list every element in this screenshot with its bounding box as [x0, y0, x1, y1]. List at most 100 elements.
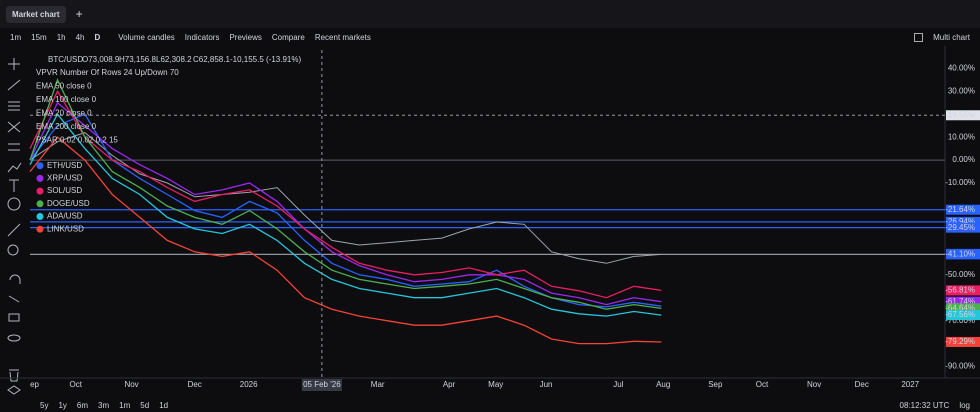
last-price-tag	[946, 303, 980, 314]
legend-entry: ETH/USD	[47, 161, 82, 170]
range-button[interactable]: 3m	[98, 400, 110, 410]
legend-swatch	[36, 200, 44, 208]
range-button[interactable]: 5y	[40, 400, 49, 410]
range-button[interactable]: 1d	[159, 400, 169, 410]
tool-button[interactable]: Previews	[229, 32, 262, 42]
y-tick-label: 10.00%	[948, 132, 975, 141]
tab[interactable]: Market chart	[6, 5, 66, 23]
crosshair-x-tag	[301, 379, 342, 391]
last-price-tag	[946, 336, 980, 347]
legend-swatch	[36, 213, 44, 220]
x-tick-label: Oct	[70, 380, 83, 389]
last-price-tag	[946, 310, 980, 321]
x-tick-label: Jun	[540, 380, 553, 389]
y-tick-label: -70.00%	[945, 316, 975, 325]
indicator-label: EMA 100 close 0	[36, 95, 97, 104]
x-tick-label: Nov	[807, 380, 821, 389]
y-tick-label: 0.00%	[952, 155, 975, 164]
y-tick-label: 40.00%	[948, 63, 975, 72]
crosshair-x-label: 05 Feb '26	[303, 380, 341, 389]
legend-swatch	[36, 187, 44, 195]
status: 08:12:32 UTC log	[900, 398, 971, 412]
range-bar: 5y 1y 6m 3m 1m 5d 1d	[40, 398, 168, 412]
add-tab[interactable]: +	[75, 7, 83, 21]
last-price-label: -67.56%	[945, 310, 975, 319]
multi-chart[interactable]: Multi chart	[914, 28, 970, 46]
last-price-tag	[946, 249, 980, 260]
series-line	[29, 113, 662, 317]
tool-button[interactable]: Volume candles	[118, 32, 175, 42]
multi-chart-label[interactable]: Multi chart	[933, 32, 970, 42]
x-tick-label: Dec	[855, 380, 869, 389]
legend-entry: DOGE/USD	[47, 199, 90, 208]
tool-button[interactable]: Recent markets	[314, 32, 371, 42]
checkbox[interactable]	[914, 32, 924, 42]
series-line	[29, 78, 662, 310]
y-tick-label: -50.00%	[945, 270, 975, 279]
tool-button[interactable]: Indicators	[184, 32, 220, 42]
legend-entry: SOL/USD	[47, 186, 82, 195]
y-tick-label: 30.00%	[948, 86, 975, 95]
legend-swatch	[36, 225, 44, 233]
log-toggle[interactable]: log	[959, 400, 970, 410]
ohlc-value: O73,008.9	[82, 55, 120, 64]
indicator-label: VPVR Number Of Rows 24 Up/Down 70	[36, 68, 179, 77]
range-button[interactable]: 6m	[76, 400, 89, 410]
series-line	[29, 132, 662, 264]
x-tick-label: 2026	[240, 380, 258, 389]
price-tag	[946, 222, 980, 233]
ohlc-value: H73,156.8	[119, 55, 156, 64]
range-button[interactable]: 1m	[119, 400, 131, 410]
x-tick-label: ep	[30, 380, 39, 389]
series-line	[29, 113, 662, 308]
x-tick-label: Dec	[188, 380, 202, 389]
x-tick-label: Sep	[708, 380, 723, 389]
legend-swatch	[36, 174, 44, 182]
tool-button[interactable]: Compare	[271, 32, 305, 42]
clock: 08:12:32 UTC	[899, 400, 950, 410]
interval[interactable]: 15m	[31, 32, 47, 42]
indicator-label: EMA 200 close 0	[36, 122, 97, 131]
x-tick-label: Nov	[124, 380, 138, 389]
price-tag	[946, 204, 980, 215]
tool-icons[interactable]	[7, 58, 22, 395]
legend-entry: XRP/USD	[47, 174, 83, 183]
last-price-label: -56.81%	[945, 286, 975, 295]
last-price-tag	[946, 285, 980, 296]
x-tick-label: 2027	[901, 380, 919, 389]
interval[interactable]: D	[94, 32, 101, 42]
interval[interactable]: 4h	[75, 32, 85, 42]
legend-swatch	[36, 162, 44, 170]
last-price-label: -41.10%	[945, 249, 975, 258]
drawing-tools	[7, 58, 22, 395]
y-tick-label: -90.00%	[945, 362, 975, 371]
tab-bar: Market chart +	[0, 0, 980, 28]
series-line	[29, 101, 662, 306]
series-line	[29, 89, 662, 299]
range-button[interactable]: 1y	[58, 400, 67, 410]
x-tick-label: Aug	[656, 380, 670, 389]
price-tag-label: -26.94%	[945, 217, 975, 226]
crosshair-y-label: 19.55%	[948, 110, 975, 119]
range-button[interactable]: 5d	[140, 400, 150, 410]
price-tag-label: -21.64%	[945, 205, 975, 214]
x-tick-label: Oct	[756, 380, 769, 389]
x-tick-label: May	[488, 380, 503, 389]
ohlc-value: L62,308.2	[156, 55, 192, 64]
toolbar: 1m 15m 1h 4h D Volume candles Indicators Previe…	[0, 28, 980, 46]
y-tick-label: -10.00%	[945, 178, 975, 187]
interval[interactable]: 1m	[10, 32, 22, 42]
x-tick-label: Mar	[371, 380, 385, 389]
last-price-label: -61.74%	[945, 297, 975, 306]
price-tag	[946, 216, 980, 227]
indicator-label: EMA 20 close 0	[36, 109, 92, 118]
ohlc-value: C62,858.1	[193, 55, 230, 64]
interval[interactable]: 1h	[56, 32, 66, 42]
x-tick-label: Apr	[443, 380, 456, 389]
indicator-label: PSAR 0.02 0.02 0.2 15	[36, 136, 118, 145]
last-price-tag	[946, 296, 980, 307]
series-line	[29, 136, 662, 345]
last-price-label: -64.64%	[945, 303, 975, 312]
legend-entry: LINK/USD	[47, 224, 84, 233]
